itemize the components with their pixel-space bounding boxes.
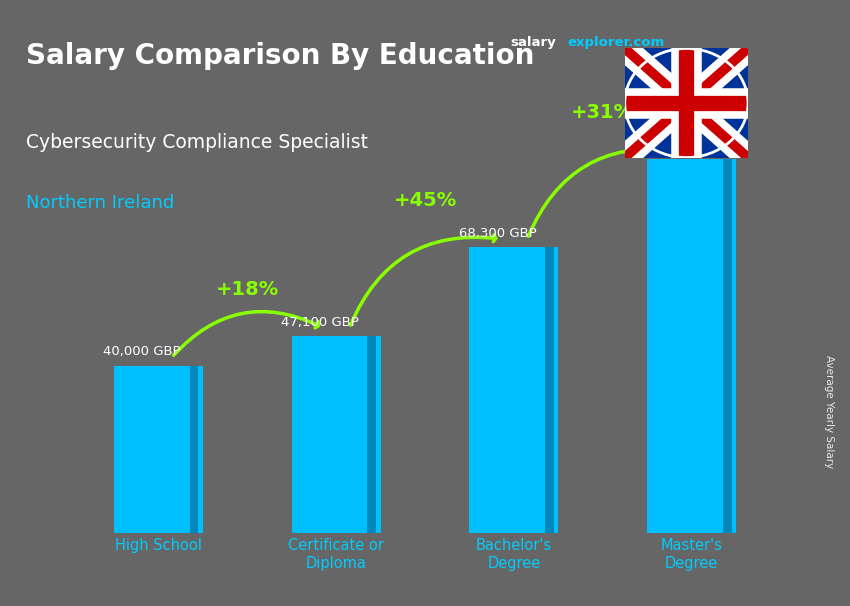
Text: Cybersecurity Compliance Specialist: Cybersecurity Compliance Specialist: [26, 133, 367, 152]
Text: explorer.com: explorer.com: [568, 36, 665, 49]
Text: +18%: +18%: [216, 280, 279, 299]
Text: 89,400 GBP: 89,400 GBP: [637, 138, 714, 152]
Bar: [190, 366, 198, 533]
Text: Average Yearly Salary: Average Yearly Salary: [824, 356, 834, 468]
Bar: [469, 247, 558, 533]
Bar: [545, 247, 554, 533]
Text: Northern Ireland: Northern Ireland: [26, 194, 173, 212]
Text: 68,300 GBP: 68,300 GBP: [459, 227, 536, 240]
Bar: [292, 336, 381, 533]
Text: salary: salary: [510, 36, 556, 49]
Bar: [367, 336, 376, 533]
Bar: [114, 366, 203, 533]
Text: +45%: +45%: [394, 191, 456, 210]
Text: 47,100 GBP: 47,100 GBP: [281, 316, 359, 328]
Text: +31%: +31%: [571, 103, 634, 122]
Text: 40,000 GBP: 40,000 GBP: [104, 345, 181, 358]
Text: Salary Comparison By Education: Salary Comparison By Education: [26, 42, 534, 70]
Bar: [647, 159, 736, 533]
Bar: [722, 159, 732, 533]
